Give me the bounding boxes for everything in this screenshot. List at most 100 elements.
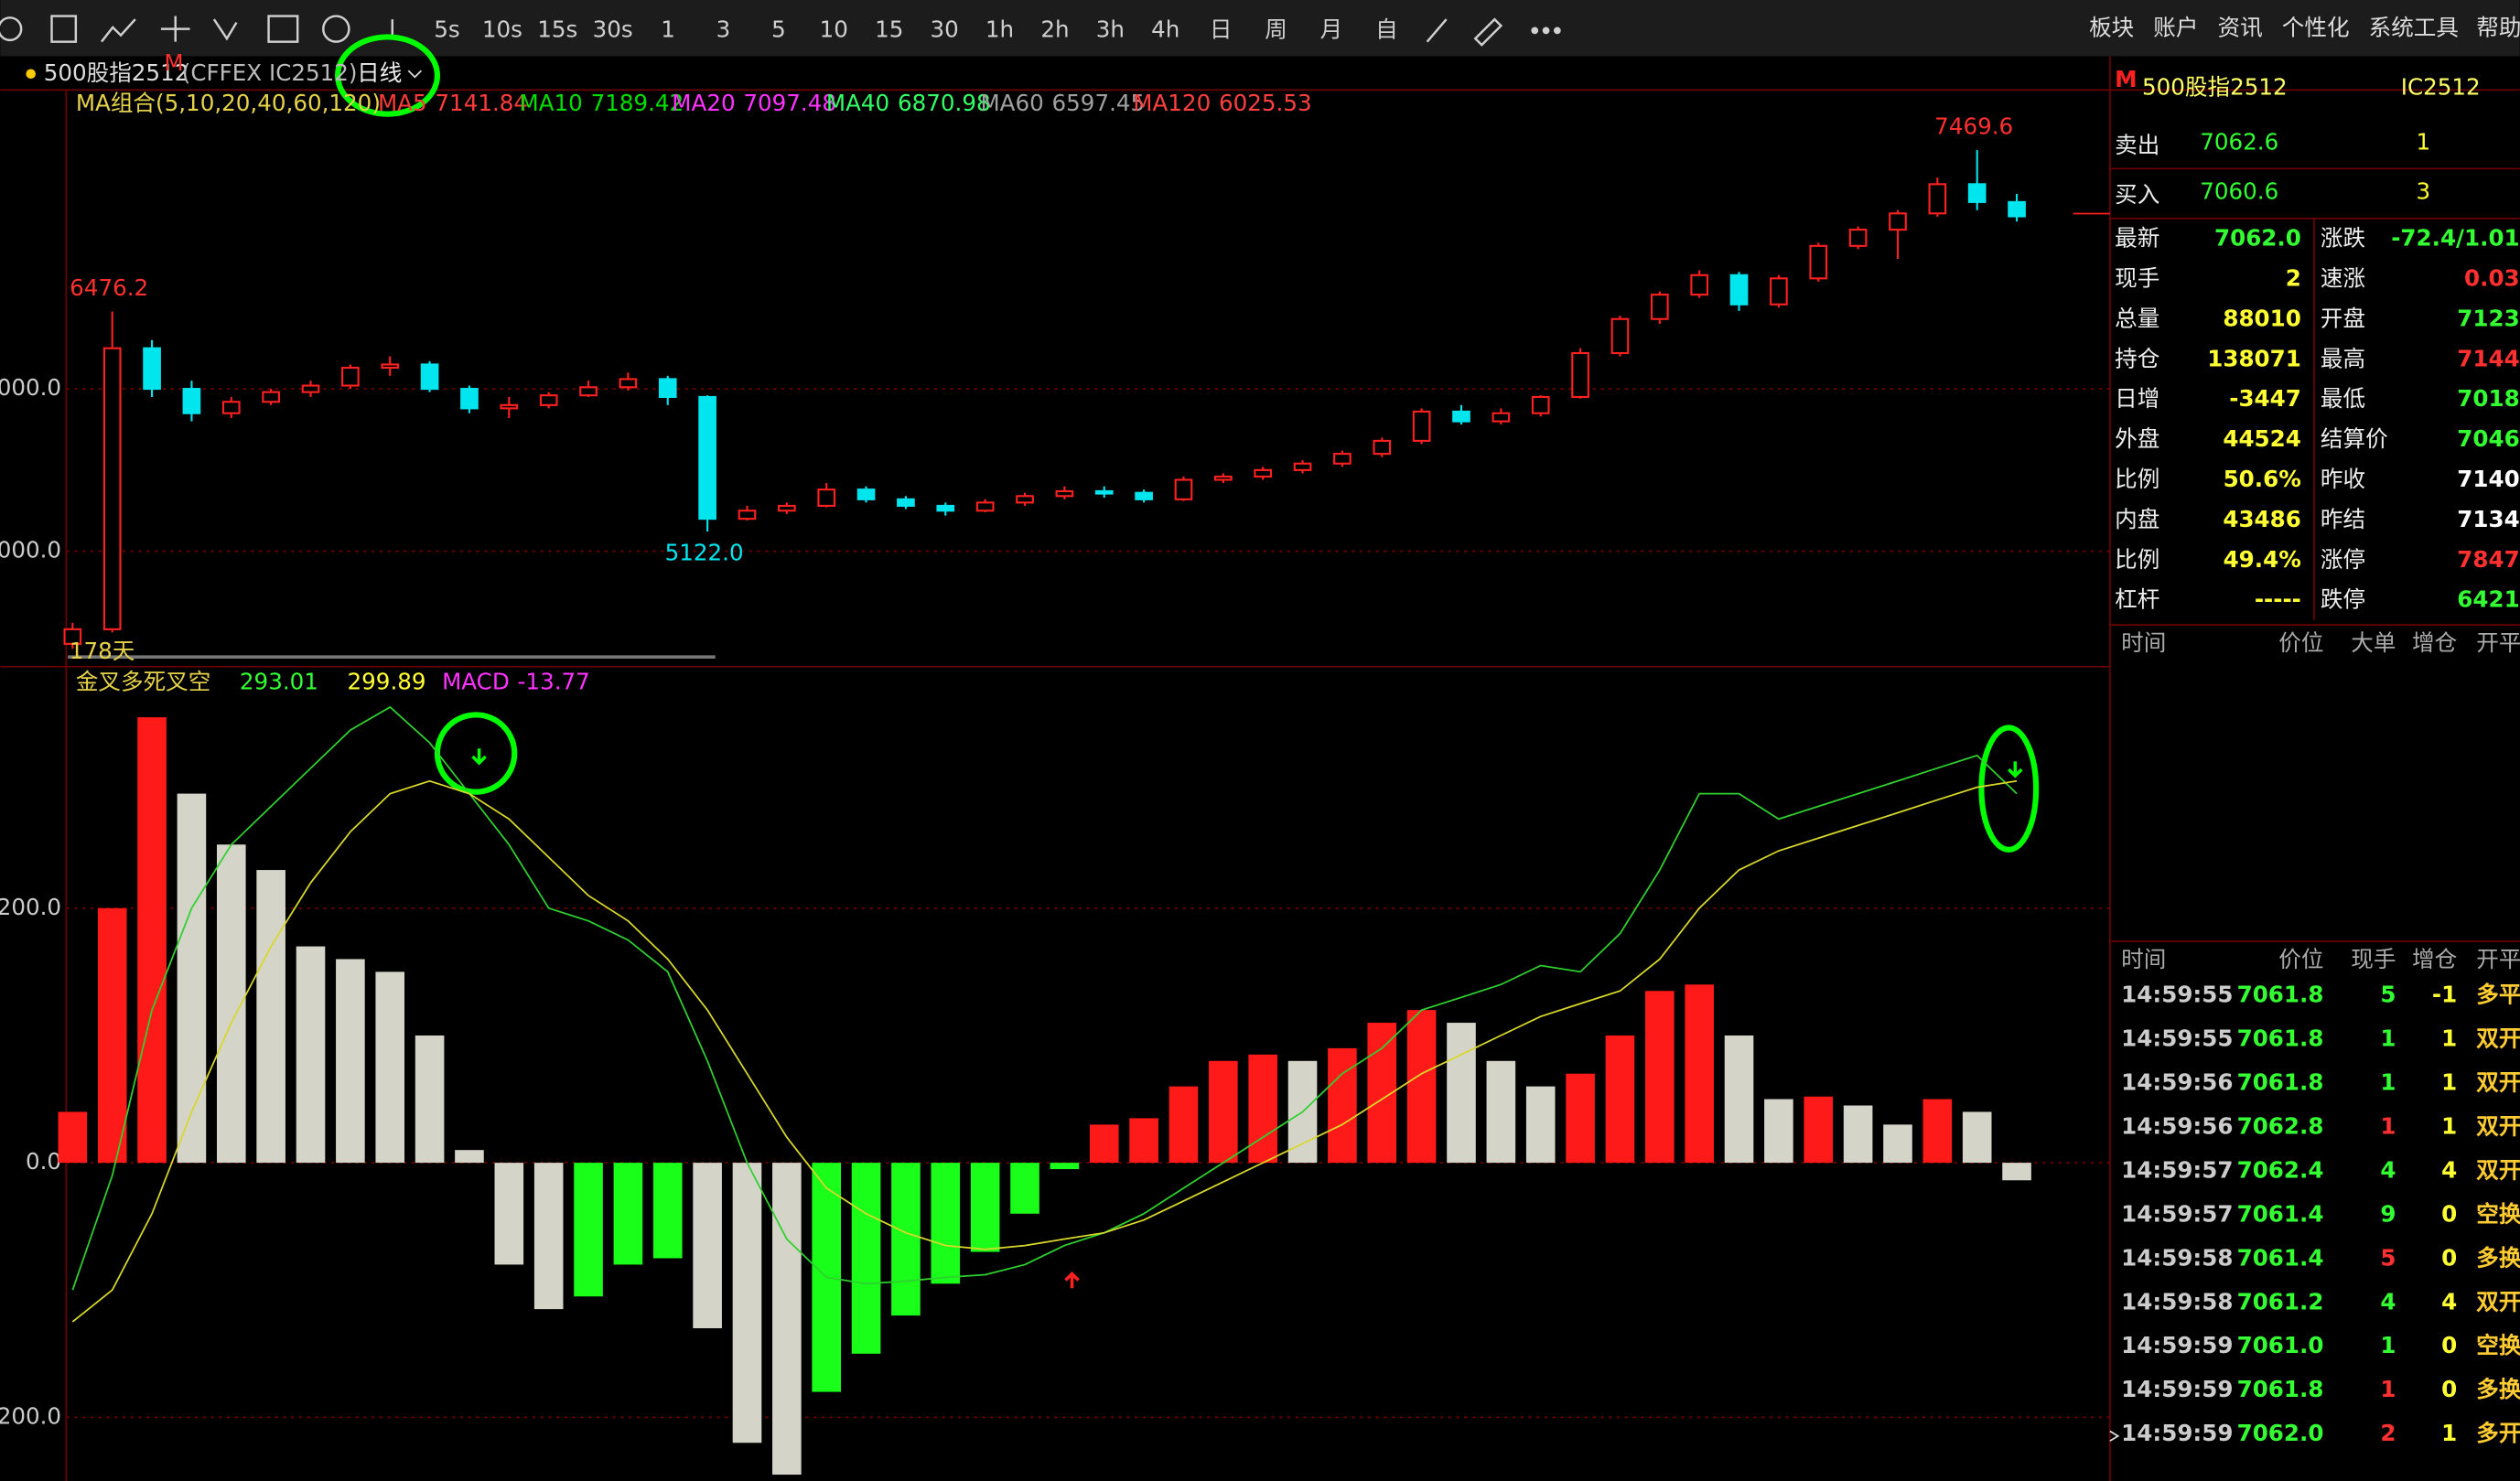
macd-bar (1248, 1054, 1277, 1164)
trade-cell: 7062.4 (2237, 1156, 2324, 1183)
trade-cell: 4 (2380, 1156, 2396, 1183)
macd-bar (613, 1163, 643, 1265)
contract-mark: M (164, 49, 183, 76)
menu-item[interactable]: 帮助 (2476, 15, 2520, 41)
trades-header: 开平 (2476, 946, 2520, 972)
quote-value: 7847 (2457, 546, 2519, 573)
period-button[interactable]: 5 (771, 16, 786, 42)
macd-bar (1605, 1035, 1635, 1164)
period-button[interactable]: 30s (593, 16, 633, 42)
trades-header: 增仓 (2412, 946, 2457, 972)
candle-body (1055, 489, 1074, 498)
quote-label: 总量 (2115, 305, 2159, 331)
period-button[interactable]: 1h (985, 16, 1014, 42)
macd-dif-line (71, 705, 2018, 1291)
period-button[interactable]: 日 (1210, 16, 1233, 42)
macd-bar (851, 1163, 881, 1354)
quote-side-label: 卖出 (2115, 132, 2159, 158)
quote-value: 7144 (2457, 345, 2519, 371)
candle-body (619, 378, 638, 389)
quote-value: 88010 (2223, 305, 2301, 331)
candle-body (897, 498, 915, 507)
trade-cell: 双开 (2476, 1069, 2520, 1096)
trade-cell: 多开 (2476, 1420, 2520, 1446)
trade-cell: 1 (2441, 1025, 2457, 1052)
period-button[interactable]: 15s (537, 16, 577, 42)
quote-label: 日增 (2115, 385, 2159, 412)
period-button[interactable]: 2h (1040, 16, 1069, 42)
menu-item[interactable]: 账户 (2153, 15, 2198, 41)
y-tick-label: 6000.0 (0, 374, 61, 401)
candle-body (182, 388, 201, 414)
quote-value: 7134 (2457, 506, 2519, 532)
period-button[interactable]: 月 (1320, 16, 1343, 42)
macd-bar (693, 1163, 722, 1329)
trade-cell: 1 (2380, 1332, 2396, 1358)
ma-legend-item: MA120 6025.53 (1133, 90, 1311, 116)
period-button[interactable]: 1 (661, 16, 675, 42)
candle-body (2008, 200, 2026, 218)
period-button[interactable]: 10s (482, 16, 522, 42)
menu-item[interactable]: 系统工具 (2369, 15, 2459, 41)
candle-body (1531, 395, 1550, 414)
ma-value: 6597.45 (1052, 90, 1146, 116)
trade-cell: -1 (2432, 982, 2457, 1008)
trade-cell: 14:59:55 (2121, 1025, 2233, 1052)
macd-bar (1447, 1023, 1476, 1164)
period-button[interactable]: 自 (1375, 16, 1398, 42)
macd-bar (1566, 1073, 1595, 1164)
price-annotation: 5122.0 (665, 540, 744, 566)
period-button[interactable]: 10 (820, 16, 848, 42)
trades-header: 现手 (2351, 946, 2396, 972)
candle-body (381, 363, 400, 370)
candle-body (698, 395, 716, 520)
quote-side-qty: 3 (2416, 178, 2430, 205)
candle-body (341, 366, 360, 387)
quote-value: 7140 (2457, 466, 2519, 492)
menu-item[interactable]: 资讯 (2218, 15, 2263, 41)
orders-header: 价位 (2278, 629, 2323, 656)
macd-bar (1645, 991, 1675, 1164)
quote-side-price: 7060.6 (2200, 178, 2278, 205)
trade-cell: 空换 (2476, 1332, 2520, 1358)
macd-bar (1406, 1010, 1437, 1164)
period-button[interactable]: 周 (1265, 16, 1287, 42)
period-select[interactable]: 日线 (357, 59, 402, 86)
macd-bar (533, 1163, 564, 1310)
period-button[interactable]: 4h (1151, 16, 1179, 42)
trade-cell: 14:59:57 (2121, 1156, 2233, 1183)
macd-bar (97, 907, 127, 1164)
period-button[interactable]: 15 (875, 16, 903, 42)
macd-bar (732, 1163, 762, 1443)
period-button[interactable]: 30 (930, 16, 958, 42)
quote-label: 涨停 (2321, 546, 2365, 573)
macd-bar (1129, 1118, 1158, 1164)
menu-item[interactable]: 板块 (2089, 15, 2134, 41)
quote-label: 杠杆 (2115, 586, 2159, 613)
price-annotation: 6476.2 (70, 274, 148, 301)
trade-cell: 0 (2441, 1332, 2457, 1358)
candle-body (1809, 244, 1828, 280)
menu-item[interactable]: 个性化 (2282, 15, 2350, 41)
period-button[interactable]: 3 (716, 16, 731, 42)
candle-body (1293, 462, 1312, 471)
trade-cell: 双开 (2476, 1156, 2520, 1183)
candle-body (817, 488, 836, 507)
trade-cell: 双开 (2476, 1288, 2520, 1315)
macd-bar (970, 1163, 1000, 1252)
orders-header: 增仓 (2412, 629, 2457, 656)
candle-body (1412, 410, 1431, 442)
trade-cell: 7061.8 (2237, 1376, 2324, 1402)
frame (0, 56, 2520, 1481)
quote-side-label: 买入 (2115, 181, 2159, 208)
trade-cell: 9 (2380, 1200, 2396, 1227)
period-button[interactable]: 3h (1096, 16, 1125, 42)
quote-code: IC2512 (2401, 74, 2481, 101)
quote-label: 持仓 (2115, 345, 2159, 371)
y-tick-label: -200.0 (0, 1402, 61, 1429)
trade-cell: 7061.8 (2237, 1069, 2324, 1096)
period-button[interactable]: 5s (434, 16, 459, 42)
ma-value: 7189.42 (591, 90, 684, 116)
